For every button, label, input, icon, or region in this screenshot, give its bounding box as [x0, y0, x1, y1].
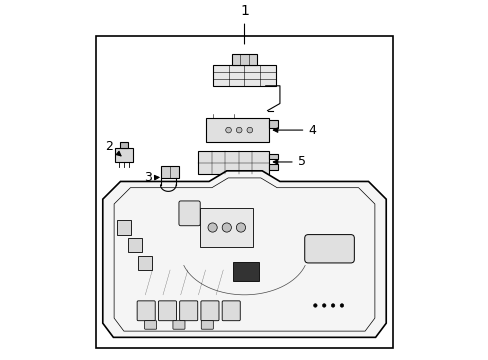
- Circle shape: [222, 223, 231, 232]
- Circle shape: [322, 304, 325, 307]
- Polygon shape: [127, 238, 142, 252]
- Circle shape: [313, 304, 317, 307]
- Text: 3: 3: [144, 171, 159, 184]
- FancyBboxPatch shape: [222, 301, 240, 321]
- FancyBboxPatch shape: [144, 321, 156, 329]
- Circle shape: [225, 127, 231, 133]
- FancyBboxPatch shape: [233, 262, 259, 282]
- Circle shape: [331, 304, 334, 307]
- FancyBboxPatch shape: [173, 321, 184, 329]
- Circle shape: [340, 304, 343, 307]
- FancyBboxPatch shape: [179, 201, 200, 226]
- Circle shape: [236, 127, 242, 133]
- Text: 1: 1: [240, 4, 248, 44]
- Polygon shape: [117, 220, 131, 235]
- Text: 5: 5: [273, 156, 305, 168]
- Polygon shape: [269, 154, 278, 159]
- FancyBboxPatch shape: [158, 301, 176, 321]
- FancyBboxPatch shape: [201, 321, 213, 329]
- Polygon shape: [102, 171, 386, 337]
- Polygon shape: [269, 120, 278, 127]
- Polygon shape: [205, 118, 269, 143]
- FancyBboxPatch shape: [179, 301, 197, 321]
- Polygon shape: [198, 151, 269, 174]
- FancyBboxPatch shape: [137, 301, 155, 321]
- Polygon shape: [115, 148, 133, 162]
- FancyBboxPatch shape: [201, 301, 219, 321]
- Polygon shape: [269, 164, 278, 170]
- FancyBboxPatch shape: [200, 208, 253, 247]
- Polygon shape: [232, 54, 256, 64]
- Polygon shape: [120, 143, 127, 148]
- Circle shape: [236, 223, 245, 232]
- Polygon shape: [161, 166, 179, 178]
- Text: 4: 4: [273, 123, 316, 136]
- Circle shape: [246, 127, 252, 133]
- Polygon shape: [212, 64, 276, 86]
- Circle shape: [207, 223, 217, 232]
- Polygon shape: [138, 256, 152, 270]
- Text: 2: 2: [105, 140, 121, 156]
- FancyBboxPatch shape: [304, 235, 354, 263]
